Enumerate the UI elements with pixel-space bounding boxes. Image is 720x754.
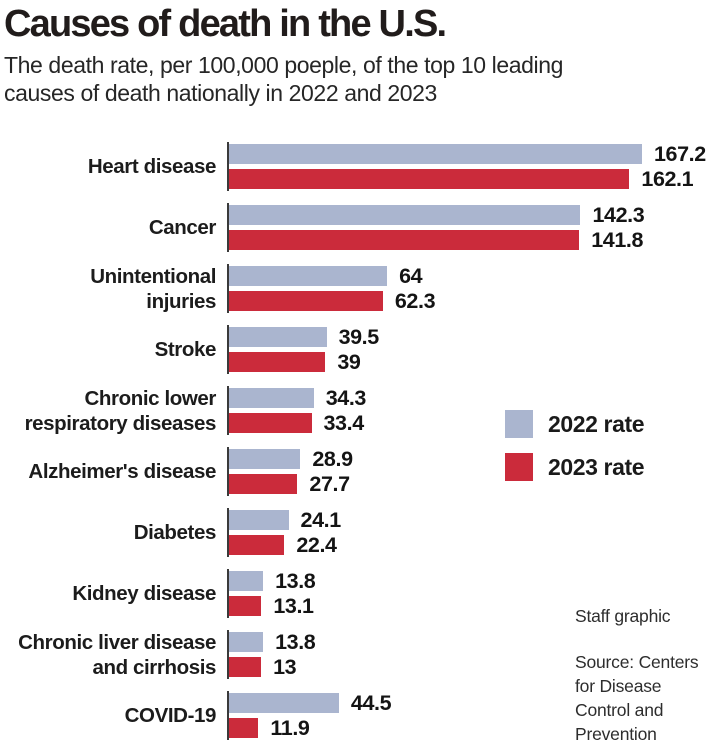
chart-row: Chronic lower respiratory diseases 34.3 3… [0, 385, 720, 435]
value-label-2023: 27.7 [309, 471, 350, 496]
value-label-2023: 141.8 [591, 227, 644, 252]
category-label: Unintentional injuries [90, 264, 216, 313]
legend-swatch-2023 [505, 453, 533, 481]
category-label: Alzheimer's disease [28, 460, 216, 483]
category-label: Kidney disease [72, 582, 216, 605]
bar-2023-rate [229, 352, 326, 372]
value-label-2022: 34.3 [325, 385, 367, 410]
axis-tick [227, 203, 229, 252]
category-label: COVID-19 [124, 704, 217, 727]
source-credit: Source: Centers for Disease Control and Pre… [575, 652, 699, 744]
value-label-2022: 13.8 [275, 629, 316, 654]
axis-tick [227, 569, 229, 618]
value-label-2022: 24.1 [300, 507, 342, 532]
category-label: Heart disease [87, 155, 217, 178]
axis-tick [227, 325, 229, 374]
bar-group: 39.5 39 [227, 324, 720, 374]
chart-row: Kidney disease 13.8 13.1 [0, 568, 720, 618]
legend-item-2022: 2022 rate [505, 410, 645, 438]
value-label-2023: 11.9 [270, 715, 310, 740]
bar-2022-rate [229, 571, 264, 591]
chart-row: Heart disease 167.2 162.1 [0, 141, 720, 191]
bar-2022-rate [229, 693, 339, 713]
chart-row: Chronic liver disease and cirrhosis 13.8 … [0, 629, 720, 679]
subtitle-line-1: The death rate, per 100,000 poeple, of t… [4, 52, 564, 78]
value-label-2023: 162.1 [641, 166, 694, 191]
chart-row: Stroke 39.5 39 [0, 324, 720, 374]
category-label: Cancer [148, 216, 217, 239]
page-title: Causes of death in the U.S. [4, 3, 447, 45]
bar-chart: Heart disease 167.2 162.1 Cancer 142.3 1… [0, 141, 720, 754]
value-label-2022: 13.8 [275, 568, 316, 593]
credits-block: Staff graphic Source: Centers for Disease… [575, 604, 717, 746]
bar-2023-rate [229, 657, 262, 677]
bar-2023-rate [229, 230, 580, 250]
bar-group: 64 62.3 [227, 263, 720, 313]
chart-row: COVID-19 44.5 11.9 [0, 690, 720, 740]
bar-group: 142.3 141.8 [227, 202, 720, 252]
axis-tick [227, 508, 229, 557]
bar-2022-rate [229, 266, 388, 286]
bar-group: 28.9 27.7 [227, 446, 720, 496]
chart-legend: 2022 rate 2023 rate [505, 410, 645, 496]
axis-tick [227, 264, 229, 313]
bar-2023-rate [229, 291, 383, 311]
chart-row: Diabetes 24.1 22.4 [0, 507, 720, 557]
value-label-2023: 62.3 [394, 288, 436, 313]
bar-2022-rate [229, 327, 327, 347]
value-label-2023: 13.1 [273, 593, 314, 618]
bar-group: 44.5 11.9 [227, 690, 720, 740]
chart-header: Causes of death in the U.S. The death ra… [4, 2, 716, 107]
bar-2023-rate [229, 413, 312, 433]
axis-tick [227, 386, 229, 435]
chart-row: Alzheimer's disease 28.9 27.7 [0, 446, 720, 496]
bar-group: 13.8 13 [227, 629, 720, 679]
subtitle-line-2: causes of death nationally in 2022 and 2… [4, 79, 437, 106]
legend-swatch-2022 [505, 410, 533, 438]
category-label: Chronic lower respiratory diseases [24, 386, 217, 435]
bar-2023-rate [229, 169, 630, 189]
bar-group: 167.2 162.1 [227, 141, 720, 191]
bar-2023-rate [229, 474, 298, 494]
value-label-2023: 22.4 [296, 532, 337, 557]
value-label-2022: 39.5 [338, 324, 380, 349]
axis-tick [227, 142, 229, 191]
legend-item-2023: 2023 rate [505, 453, 645, 481]
bar-2022-rate [229, 388, 314, 408]
axis-tick [227, 691, 229, 740]
bar-2023-rate [229, 718, 259, 738]
value-label-2022: 44.5 [350, 690, 392, 715]
chart-row: Cancer 142.3 141.8 [0, 202, 720, 252]
category-label: Chronic liver disease and cirrhosis [18, 630, 216, 679]
bar-group: 13.8 13.1 [227, 568, 720, 618]
bar-2023-rate [229, 596, 262, 616]
category-label: Stroke [154, 338, 217, 361]
value-label-2023: 13 [273, 654, 297, 679]
value-label-2022: 167.2 [654, 141, 706, 166]
value-label-2023: 39 [337, 349, 361, 374]
chart-subtitle: The death rate, per 100,000 poeple, of t… [4, 52, 716, 107]
chart-row: Unintentional injuries 64 62.3 [0, 263, 720, 313]
bar-group: 34.3 33.4 [227, 385, 720, 435]
bar-2023-rate [229, 535, 285, 555]
value-label-2022: 64 [399, 263, 423, 288]
axis-tick [227, 630, 229, 679]
bar-2022-rate [229, 144, 642, 164]
staff-graphic-credit: Staff graphic [575, 606, 671, 626]
bar-2022-rate [229, 449, 301, 469]
bar-2022-rate [229, 510, 289, 530]
legend-label-2023: 2023 rate [548, 453, 645, 480]
value-label-2022: 142.3 [592, 202, 645, 227]
bar-group: 24.1 22.4 [227, 507, 720, 557]
bar-2022-rate [229, 632, 264, 652]
axis-tick [227, 447, 229, 496]
category-label: Diabetes [133, 521, 217, 544]
value-label-2023: 33.4 [323, 410, 365, 435]
legend-label-2022: 2022 rate [548, 410, 645, 437]
value-label-2022: 28.9 [312, 446, 353, 471]
bar-2022-rate [229, 205, 581, 225]
